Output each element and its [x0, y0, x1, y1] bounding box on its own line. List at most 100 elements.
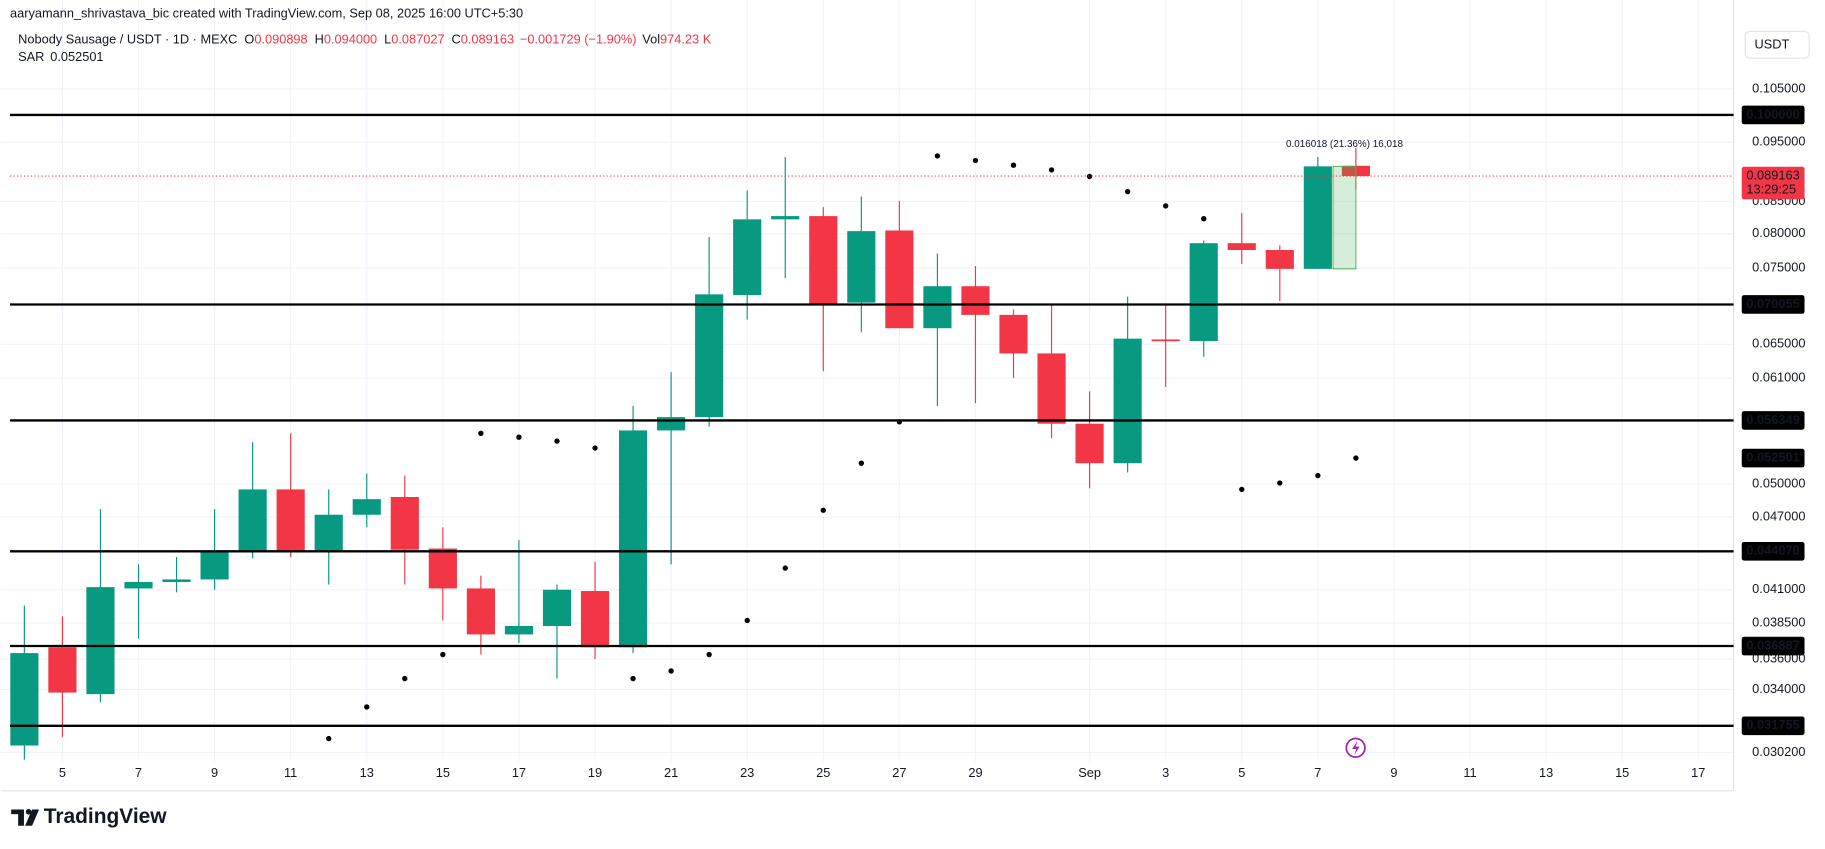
sar-dot	[1353, 455, 1359, 461]
sar-dot	[402, 675, 408, 682]
x-tick-label: 3	[1162, 765, 1169, 780]
x-tick-label: 11	[284, 765, 297, 780]
candle-body	[809, 216, 838, 305]
sar-dot	[820, 507, 826, 513]
symbol-legend: Nobody Sausage / USDT · 1D · MEXC O0.0908…	[18, 32, 712, 47]
sar-dot	[1124, 188, 1131, 195]
candle-body	[466, 588, 495, 635]
currency-label[interactable]: USDT	[1755, 37, 1790, 52]
candle-body	[885, 230, 914, 329]
candle-body	[86, 587, 115, 695]
x-tick-label: 27	[892, 765, 906, 780]
x-tick-label: 29	[968, 765, 982, 780]
sar-dot	[1277, 480, 1283, 486]
sar-tag	[1741, 448, 1805, 468]
candle-body	[733, 219, 762, 296]
level-tag	[1741, 716, 1805, 736]
currency-button[interactable]	[1744, 30, 1810, 59]
candle-body	[200, 550, 229, 580]
quote-value: 0.090898	[254, 32, 307, 47]
sar-dot	[934, 153, 941, 159]
sar-dot	[592, 445, 598, 451]
sar-dot	[858, 460, 865, 466]
y-tick-label: 0.095000	[1752, 134, 1805, 149]
sar-dot	[1315, 472, 1321, 479]
candle-body	[48, 647, 77, 693]
indicator-name: SAR	[18, 50, 44, 65]
candle-body	[771, 216, 800, 220]
candle-body	[1037, 353, 1066, 424]
sar-dot	[972, 157, 979, 164]
attribution: aaryamann_shrivastava_bic created with T…	[10, 5, 523, 20]
x-tick-label: 5	[1238, 765, 1245, 780]
x-tick-label: 23	[740, 765, 754, 780]
sar-dot	[630, 675, 636, 682]
level-tag	[1741, 636, 1805, 656]
level-tag	[1741, 411, 1805, 430]
x-tick-label: 17	[1691, 765, 1705, 780]
candle-body	[504, 626, 534, 635]
level-tag	[1741, 541, 1805, 561]
sar-dot	[782, 565, 788, 571]
quote-key: H	[315, 32, 324, 47]
sar-dot	[478, 430, 484, 436]
sar-dot	[1048, 167, 1055, 173]
x-tick-label: 15	[436, 765, 450, 780]
candle-body	[314, 514, 343, 551]
x-tick-label: 25	[816, 765, 830, 780]
y-tick-label: 0.075000	[1752, 260, 1805, 275]
change: −0.001729 (−1.90%)	[520, 32, 637, 47]
candle-body	[923, 286, 952, 329]
candle-body	[1189, 243, 1218, 342]
x-tick-label: 13	[360, 765, 374, 780]
y-tick-label: 0.034000	[1752, 681, 1805, 696]
x-tick-label: 21	[664, 765, 678, 780]
level-label: 0.036887	[1746, 637, 1799, 652]
x-tick-label: 15	[1615, 765, 1629, 780]
quote-key: L	[384, 32, 391, 47]
x-tick-label: 5	[59, 765, 66, 780]
sar-tag-label: 0.052501	[1746, 449, 1799, 464]
candle-body	[428, 548, 457, 589]
level-label: 0.044070	[1746, 543, 1799, 558]
quote-value: 0.089163	[461, 32, 514, 47]
event-icon	[1345, 737, 1366, 758]
x-tick-label: 13	[1539, 765, 1553, 780]
logo	[11, 808, 40, 826]
symbol: Nobody Sausage / USDT · 1D · MEXC	[18, 32, 237, 47]
indicator-value: 0.052501	[50, 50, 103, 65]
candle-body	[276, 489, 305, 551]
quote-key: C	[452, 32, 461, 47]
grid	[0, 0, 1734, 762]
y-tick-label: 0.065000	[1752, 336, 1805, 351]
candle-body	[238, 489, 267, 551]
x-tick-label: 17	[512, 765, 526, 780]
candle-body	[10, 653, 39, 746]
candle-body	[695, 294, 724, 418]
level-label: 0.031755	[1746, 717, 1799, 732]
indicator-legend: SAR 0.052501	[18, 50, 103, 65]
level-tag	[1741, 105, 1805, 125]
sar-dot	[440, 651, 446, 658]
sar-dot	[554, 438, 560, 444]
candle-body	[1265, 250, 1294, 269]
candle-body	[1151, 339, 1180, 342]
candle-body	[162, 579, 191, 582]
quote-value: 0.094000	[324, 32, 377, 47]
quote-key: O	[244, 32, 254, 47]
volume-key: Vol	[642, 32, 660, 47]
candle-body	[961, 286, 990, 315]
volume-value: 974.23 K	[660, 32, 712, 47]
price-axis: 0.1050000.0950000.0850000.0800000.075000…	[59, 80, 1806, 779]
x-tick-label: 11	[1463, 765, 1476, 780]
countdown-label: 13:29:25	[1746, 181, 1796, 196]
quote-value: 0.087027	[391, 32, 444, 47]
candle-body	[847, 231, 876, 303]
last-price-tag	[1741, 166, 1805, 200]
sar-dot	[1086, 173, 1093, 180]
level-label: 0.070055	[1746, 296, 1799, 311]
level-label: 0.100000	[1746, 106, 1799, 121]
y-tick-label: 0.041000	[1752, 581, 1805, 596]
sar-dot	[364, 704, 370, 710]
